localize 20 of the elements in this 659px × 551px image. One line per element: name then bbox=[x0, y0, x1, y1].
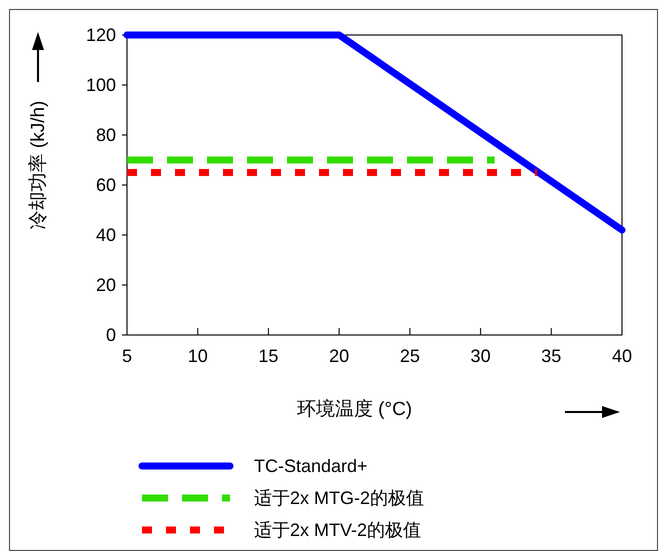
y-axis-title: 冷却功率 (kJ/h) bbox=[27, 100, 49, 230]
y-tick-label: 80 bbox=[96, 124, 116, 145]
x-axis-title: 环境温度 (°C) bbox=[296, 398, 412, 420]
y-tick-label: 120 bbox=[86, 24, 116, 45]
x-tick-label: 15 bbox=[258, 346, 278, 366]
x-tick-label: 10 bbox=[188, 346, 208, 366]
legend-label: TC-Standard+ bbox=[254, 456, 368, 476]
y-tick-label: 0 bbox=[106, 324, 116, 345]
legend-label: 适于2x MTV-2的极值 bbox=[254, 520, 422, 540]
x-tick-label: 30 bbox=[470, 346, 491, 366]
x-tick-label: 20 bbox=[329, 346, 350, 366]
x-tick-label: 40 bbox=[612, 346, 632, 366]
y-tick-label: 20 bbox=[96, 274, 116, 295]
x-tick-label: 5 bbox=[122, 346, 132, 366]
y-tick-label: 100 bbox=[86, 74, 116, 95]
y-tick-label: 60 bbox=[96, 174, 116, 195]
x-tick-label: 35 bbox=[541, 346, 562, 366]
legend-label: 适于2x MTG-2的极值 bbox=[254, 488, 424, 508]
x-tick-label: 25 bbox=[400, 346, 420, 366]
y-tick-label: 40 bbox=[96, 224, 116, 245]
